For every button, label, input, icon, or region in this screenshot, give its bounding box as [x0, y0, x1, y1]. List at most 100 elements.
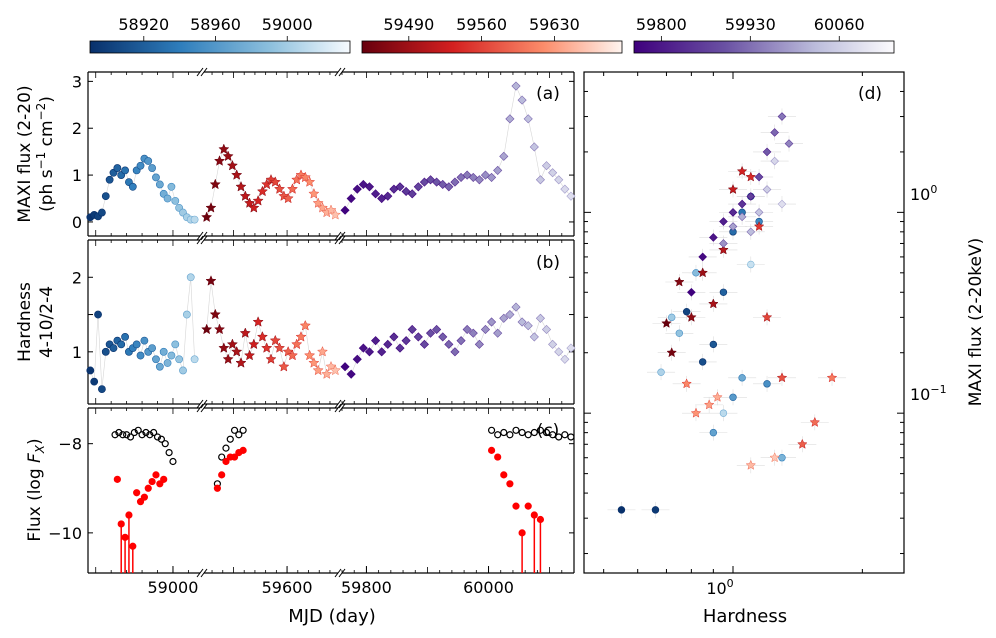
data-point [450, 177, 460, 187]
data-point [530, 428, 538, 437]
data-point [474, 339, 484, 349]
panel-d-ytick-label-2: 10−1 [910, 383, 947, 404]
data-point [536, 515, 545, 524]
data-point [213, 484, 221, 492]
data-point [303, 176, 316, 187]
data-point [690, 407, 702, 418]
data-point [511, 302, 521, 312]
data-point [425, 328, 436, 338]
data-point [230, 426, 239, 434]
data-point [169, 457, 177, 466]
data-point [130, 428, 138, 437]
data-point [776, 372, 788, 383]
data-point [364, 182, 375, 192]
data-point [121, 333, 129, 341]
data-point [222, 353, 234, 365]
data-point [265, 353, 277, 365]
data-point [524, 502, 532, 510]
data-point [222, 457, 230, 466]
data-point [278, 360, 290, 372]
axis-break-mark [334, 403, 342, 413]
data-point [90, 377, 99, 386]
data-point [499, 313, 509, 323]
segment-area [88, 240, 200, 404]
data-point [698, 358, 707, 366]
axis-break-mark [196, 403, 204, 413]
data-point [536, 426, 545, 434]
data-point [719, 409, 728, 417]
data-point [222, 150, 234, 162]
data-point [761, 311, 773, 322]
data-point [167, 351, 176, 360]
data-point [148, 164, 157, 172]
panel-a-ylabel-line1: MAXI flux (2-20) [15, 85, 35, 222]
data-point [512, 426, 520, 434]
data-point [468, 172, 478, 182]
data-point [468, 328, 478, 338]
data-point [152, 355, 160, 364]
data-point [746, 227, 756, 237]
data-point [668, 313, 676, 322]
data-point [352, 354, 362, 364]
data-point [432, 324, 442, 335]
data-point [383, 191, 393, 201]
data-point [153, 433, 162, 441]
data-point [231, 169, 243, 180]
colorbar-tick-label: 59800 [636, 15, 687, 34]
data-point [171, 196, 180, 205]
data-point [239, 446, 247, 454]
data-point [148, 344, 157, 352]
data-point [140, 336, 149, 345]
data-point [554, 175, 564, 185]
data-point [346, 193, 356, 204]
data-point [754, 172, 764, 182]
panel-a-ylabel: MAXI flux (2-20) (ph s−1 cm−2) [15, 85, 57, 222]
data-point [567, 433, 575, 441]
data-point [499, 151, 509, 161]
data-point [530, 511, 538, 519]
colorbar-1-ticks: 58920 58960 59000 [118, 15, 313, 41]
data-point [125, 511, 133, 519]
data-point [144, 484, 152, 492]
data-point [148, 477, 156, 486]
data-point [239, 327, 251, 338]
data-point [371, 189, 381, 199]
data-point [121, 166, 129, 175]
data-point [261, 342, 273, 353]
panel-d-ytick-label-1: 100 [910, 183, 937, 204]
x-tick-label: 60000 [463, 578, 514, 597]
data-point [299, 171, 311, 183]
panel-c-ylabel: Flux (log FX) [25, 438, 47, 541]
axis-break-mark [334, 67, 342, 77]
data-point [86, 366, 95, 375]
data-point [243, 349, 256, 361]
data-point [146, 431, 154, 439]
data-point [493, 328, 503, 338]
x-tick-label: 59600 [262, 578, 313, 597]
data-point [142, 428, 150, 437]
panel-c-label: (c) [537, 421, 560, 441]
y-tick-label: −10 [48, 524, 82, 543]
panel-b-ylabel: Hardness 4-10/2-4 [15, 282, 57, 362]
data-point [480, 170, 491, 180]
segment-area [204, 72, 338, 236]
data-point [269, 334, 281, 346]
data-point [308, 357, 320, 368]
panel-c: −8 −10 59000 59600 59800 60000 [48, 403, 575, 597]
data-point [133, 489, 141, 497]
data-point [157, 435, 165, 443]
data-point [138, 431, 146, 439]
data-point [407, 324, 417, 335]
data-point [745, 459, 757, 470]
data-point [218, 453, 226, 461]
data-point [529, 142, 539, 152]
data-point [155, 180, 164, 189]
data-point [201, 211, 213, 223]
data-point [413, 332, 423, 342]
data-point [529, 332, 539, 342]
data-point [303, 349, 316, 361]
data-point [487, 317, 497, 327]
data-point [98, 208, 106, 217]
axis-break-mark [196, 568, 204, 578]
y-tick-label: −8 [58, 435, 82, 454]
